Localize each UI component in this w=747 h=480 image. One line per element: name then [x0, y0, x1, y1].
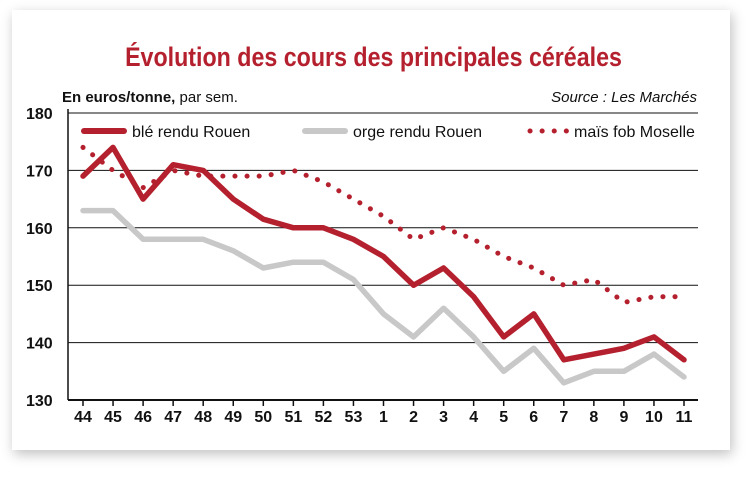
x-tick-label: 51 — [284, 409, 302, 426]
x-tick-label: 45 — [104, 409, 122, 426]
x-tick-label: 53 — [345, 409, 363, 426]
y-unit-label: En euros/tonne, par sem. — [62, 89, 238, 106]
legend-label: maïs fob Moselle — [574, 124, 695, 141]
x-tick-label: 5 — [499, 409, 508, 426]
y-tick-label: 170 — [26, 163, 53, 180]
x-tick-label: 2 — [409, 409, 418, 426]
y-tick-label: 150 — [26, 278, 53, 295]
x-tick-label: 50 — [254, 409, 272, 426]
source-label: Source : Les Marchés — [551, 89, 697, 106]
x-tick-label: 48 — [194, 409, 212, 426]
legend-label: blé rendu Rouen — [132, 124, 250, 141]
y-tick-label: 160 — [26, 221, 53, 238]
x-tick-label: 8 — [589, 409, 598, 426]
y-tick-label: 130 — [26, 393, 53, 410]
y-unit-bold: En euros/tonne, — [62, 89, 176, 106]
chart-title: Évolution des cours des principales céré… — [125, 42, 622, 72]
y-tick-label: 180 — [26, 106, 53, 123]
x-tick-label: 10 — [645, 409, 663, 426]
x-tick-label: 3 — [439, 409, 448, 426]
x-tick-label: 1 — [379, 409, 388, 426]
series-line — [80, 207, 687, 386]
x-tick-label: 6 — [529, 409, 538, 426]
x-tick-label: 49 — [224, 409, 242, 426]
x-tick-label: 9 — [619, 409, 628, 426]
x-tick-label: 47 — [164, 409, 182, 426]
y-unit-rest: par sem. — [175, 89, 238, 106]
x-tick-label: 44 — [74, 409, 92, 426]
x-tick-label: 4 — [469, 409, 478, 426]
x-tick-label: 11 — [676, 409, 693, 426]
x-tick-label: 7 — [559, 409, 568, 426]
x-tick-label: 52 — [315, 409, 333, 426]
series-line — [80, 144, 687, 363]
legend-label: orge rendu Rouen — [353, 124, 482, 141]
y-tick-label: 140 — [26, 336, 53, 353]
x-tick-label: 46 — [134, 409, 152, 426]
